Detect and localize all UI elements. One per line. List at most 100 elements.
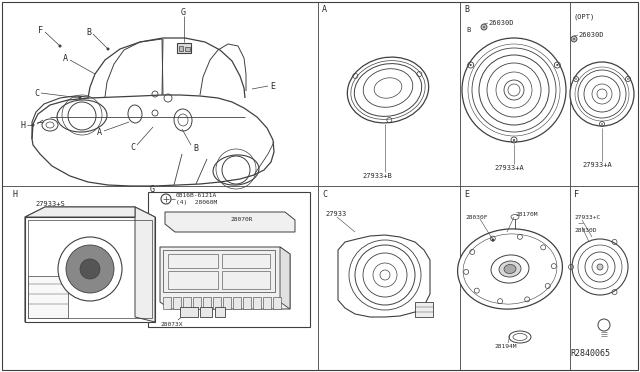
- Bar: [168, 254, 218, 268]
- Polygon shape: [25, 207, 155, 322]
- Text: C: C: [322, 189, 327, 199]
- Text: A: A: [63, 54, 68, 62]
- Ellipse shape: [504, 264, 516, 273]
- Text: 27933+A: 27933+A: [582, 162, 612, 168]
- Circle shape: [572, 239, 628, 295]
- Polygon shape: [280, 247, 290, 309]
- Ellipse shape: [458, 229, 563, 309]
- Circle shape: [106, 48, 109, 51]
- Polygon shape: [135, 207, 155, 322]
- Text: 28194M: 28194M: [494, 343, 516, 349]
- Text: A: A: [322, 4, 327, 13]
- Bar: [243, 297, 251, 309]
- Circle shape: [598, 319, 610, 331]
- Polygon shape: [25, 207, 135, 217]
- Text: G: G: [150, 185, 155, 193]
- Circle shape: [462, 38, 566, 142]
- Text: A: A: [97, 128, 102, 137]
- Text: 28073X: 28073X: [160, 321, 182, 327]
- Ellipse shape: [348, 57, 429, 123]
- Text: 27933+B: 27933+B: [362, 173, 392, 179]
- Text: 28070R: 28070R: [230, 217, 253, 221]
- Bar: [163, 297, 171, 309]
- Bar: [28, 276, 68, 318]
- Bar: [222, 254, 270, 268]
- Bar: [163, 250, 275, 292]
- Bar: [183, 297, 191, 309]
- Circle shape: [571, 36, 577, 42]
- Circle shape: [513, 139, 515, 141]
- Ellipse shape: [509, 331, 531, 343]
- Bar: [148, 192, 310, 327]
- Text: B: B: [464, 4, 469, 13]
- Circle shape: [492, 238, 495, 241]
- Circle shape: [597, 89, 607, 99]
- Bar: [263, 297, 271, 309]
- Bar: [168, 271, 218, 289]
- Text: E: E: [270, 81, 275, 90]
- Circle shape: [570, 62, 634, 126]
- Circle shape: [80, 259, 100, 279]
- Text: H: H: [20, 121, 25, 129]
- Text: 27933+A: 27933+A: [494, 165, 524, 171]
- Text: C: C: [34, 89, 39, 97]
- Text: 27933: 27933: [325, 211, 346, 217]
- Bar: [233, 297, 241, 309]
- Circle shape: [481, 24, 487, 30]
- Text: F: F: [38, 26, 43, 35]
- Bar: [177, 43, 191, 53]
- Polygon shape: [165, 212, 295, 232]
- Text: 28030F: 28030F: [465, 215, 488, 219]
- Bar: [223, 297, 231, 309]
- Text: B: B: [193, 144, 198, 153]
- Bar: [185, 47, 190, 51]
- Text: G: G: [181, 7, 186, 16]
- Circle shape: [597, 264, 603, 270]
- Bar: [28, 220, 152, 318]
- Circle shape: [31, 124, 35, 126]
- Text: E: E: [464, 189, 469, 199]
- Bar: [203, 297, 211, 309]
- Circle shape: [58, 45, 61, 48]
- Bar: [25, 217, 155, 322]
- Circle shape: [504, 80, 524, 100]
- Bar: [213, 297, 221, 309]
- Text: R2840065: R2840065: [570, 350, 610, 359]
- Bar: [193, 297, 201, 309]
- Bar: [180, 307, 198, 317]
- Bar: [222, 271, 270, 289]
- Text: H: H: [12, 189, 17, 199]
- Text: B: B: [466, 27, 470, 33]
- Bar: [173, 297, 181, 309]
- Bar: [200, 307, 212, 317]
- Bar: [253, 297, 261, 309]
- Circle shape: [483, 26, 485, 28]
- Circle shape: [601, 123, 603, 125]
- Text: 27933+C: 27933+C: [574, 215, 600, 219]
- Text: 0816B-6121A: 0816B-6121A: [176, 192, 217, 198]
- Text: 26030D: 26030D: [578, 32, 604, 38]
- Text: 28170M: 28170M: [515, 212, 538, 217]
- Text: 27933+S: 27933+S: [35, 201, 65, 207]
- Text: (4)  28060M: (4) 28060M: [176, 199, 217, 205]
- Text: 26030D: 26030D: [488, 20, 513, 26]
- Ellipse shape: [499, 261, 521, 277]
- Text: 28030D: 28030D: [574, 228, 596, 232]
- Circle shape: [66, 245, 114, 293]
- Text: (OPT): (OPT): [574, 14, 595, 20]
- Circle shape: [470, 64, 472, 66]
- Text: F: F: [574, 189, 579, 199]
- Circle shape: [380, 270, 390, 280]
- Polygon shape: [160, 247, 290, 309]
- Circle shape: [627, 78, 628, 80]
- Bar: [415, 302, 433, 317]
- Bar: [273, 297, 281, 309]
- Circle shape: [575, 78, 577, 80]
- Circle shape: [556, 64, 558, 66]
- Text: B: B: [86, 28, 91, 36]
- Text: C: C: [130, 142, 135, 151]
- Bar: [215, 307, 225, 317]
- Circle shape: [58, 237, 122, 301]
- Polygon shape: [338, 235, 430, 317]
- Circle shape: [79, 96, 81, 99]
